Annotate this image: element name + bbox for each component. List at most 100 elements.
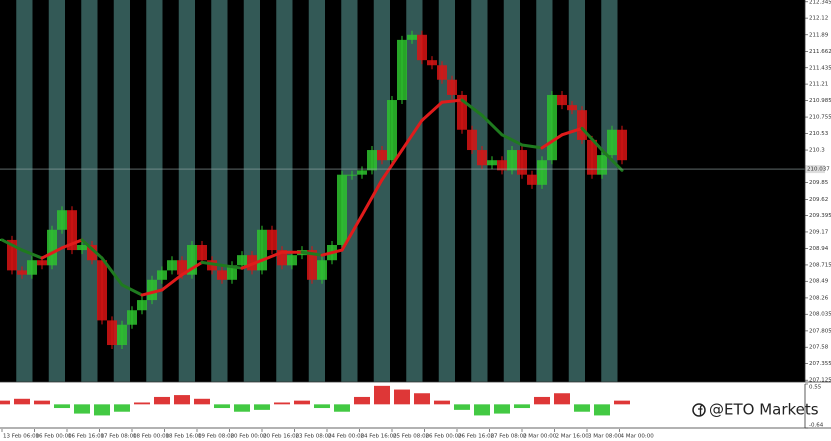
oscillator-panel: 0.55 -0.64 [0,383,831,429]
oscillator-bar [354,396,370,405]
session-stripe [146,0,163,382]
session-stripe [308,0,325,382]
session-stripe [487,0,504,382]
moving-average [100,256,124,287]
oscillator-bar [134,402,150,405]
session-stripe [438,0,455,382]
oscillator-bar [574,404,590,412]
moving-average [580,126,604,152]
moving-average [40,246,64,260]
moving-average [260,250,284,262]
oscillator-bar [174,395,190,405]
y-tick-label: 207.805 [809,328,831,334]
y-tick-label: 207.125 [809,378,831,384]
session-stripe [292,0,309,382]
session-stripe [16,0,33,382]
oscillator-bar [434,400,450,405]
session-stripe [585,0,602,382]
session-stripe [130,0,147,382]
oscillator-bar [494,404,510,414]
session-stripe [536,0,553,382]
oscillator-bar [374,385,390,405]
x-tick-label: 20 Feb 00:00 [231,434,268,440]
session-stripe [162,0,179,382]
session-stripe [178,0,195,382]
session-stripe [195,0,212,382]
y-tick-label: 208.26 [809,295,829,301]
session-stripe [325,0,342,382]
session-stripe [406,0,423,382]
x-tick-label: 26 Feb 16:00 [458,434,495,440]
moving-average [200,260,224,267]
session-stripe [503,0,520,382]
session-stripe [211,0,228,382]
oscillator-bar [234,404,250,412]
session-stripe [357,0,374,382]
moving-average [60,238,84,250]
oscillator-bar [334,404,350,412]
y-tick-label: 211.662 [809,49,831,55]
session-stripe [32,0,49,382]
price-panel: 212.345 212.12 211.89 211.662 211.435 211.21 2… [0,0,831,384]
oscillator-bar [414,393,430,405]
logo [692,403,706,417]
moving-average [380,148,404,182]
y-tick-label: 212.12 [809,16,828,22]
session-stripe [81,0,98,382]
moving-average [240,258,264,270]
x-tick-label: 25 Feb 08:00 [393,434,430,440]
y-tick-label: 209.85 [809,180,829,186]
oscillator-bar [274,402,290,405]
y-tick-label: 209.395 [809,213,831,219]
session-stripe [617,0,634,382]
oscillator-bar [294,400,310,405]
moving-average [400,118,424,152]
x-tick-label: 16 Feb 00:00 [36,434,73,440]
y-tick-label: 210.985 [809,98,831,104]
y-tick-label: 209.62 [809,197,828,203]
x-tick-label: 24 Feb 00:00 [328,434,365,440]
oscillator-bar [314,404,330,409]
current-price-label: 210.037 [807,167,830,173]
oscillator-bar [214,404,230,409]
x-tick-label: 18 Feb 16:00 [166,434,203,440]
oscillator-bar [554,393,570,405]
oscillator-bar [514,404,530,409]
oscillator-bar [614,400,630,405]
x-tick-label: 13 Feb 06:00 [3,434,40,440]
session-stripe [243,0,260,382]
session-stripe [601,0,618,382]
moving-average [20,248,44,260]
x-tick-label: 24 Feb 16:00 [361,434,398,440]
oscillator-bar [34,400,50,405]
oscillator-bar [594,404,610,416]
y-tick-label: 212.345 [809,0,831,5]
moving-average [220,263,244,270]
moving-average [360,178,384,217]
session-stripe [0,0,17,382]
y-tick-label: 208.49 [809,279,829,285]
y-tick-label: 0.55 [809,385,822,391]
oscillator-bar [194,398,210,405]
y-tick-label: 211.21 [809,82,828,88]
x-tick-label: 2 Mar 16:00 [556,434,590,440]
x-tick-label: 16 Feb 16:00 [68,434,105,440]
session-stripe [373,0,390,382]
oscillator-bar [154,396,170,405]
oscillator-bar [54,404,70,409]
watermark-text: @ETO Markets [709,401,819,419]
session-stripe [520,0,537,382]
moving-average [140,288,164,297]
y-tick-label: 207.58 [809,345,829,351]
session-stripe [455,0,472,382]
oscillator-bar [114,404,130,412]
oscillator-bar [534,396,550,405]
moving-average [540,133,564,150]
y-tick-label: 210.755 [809,115,831,121]
moving-average [120,283,144,297]
session-stripe [227,0,244,382]
session-stripe [341,0,358,382]
x-tick-label: 19 Feb 08:00 [198,434,235,440]
moving-average [180,260,204,277]
x-tick-label: 4 Mar 00:00 [621,434,655,440]
